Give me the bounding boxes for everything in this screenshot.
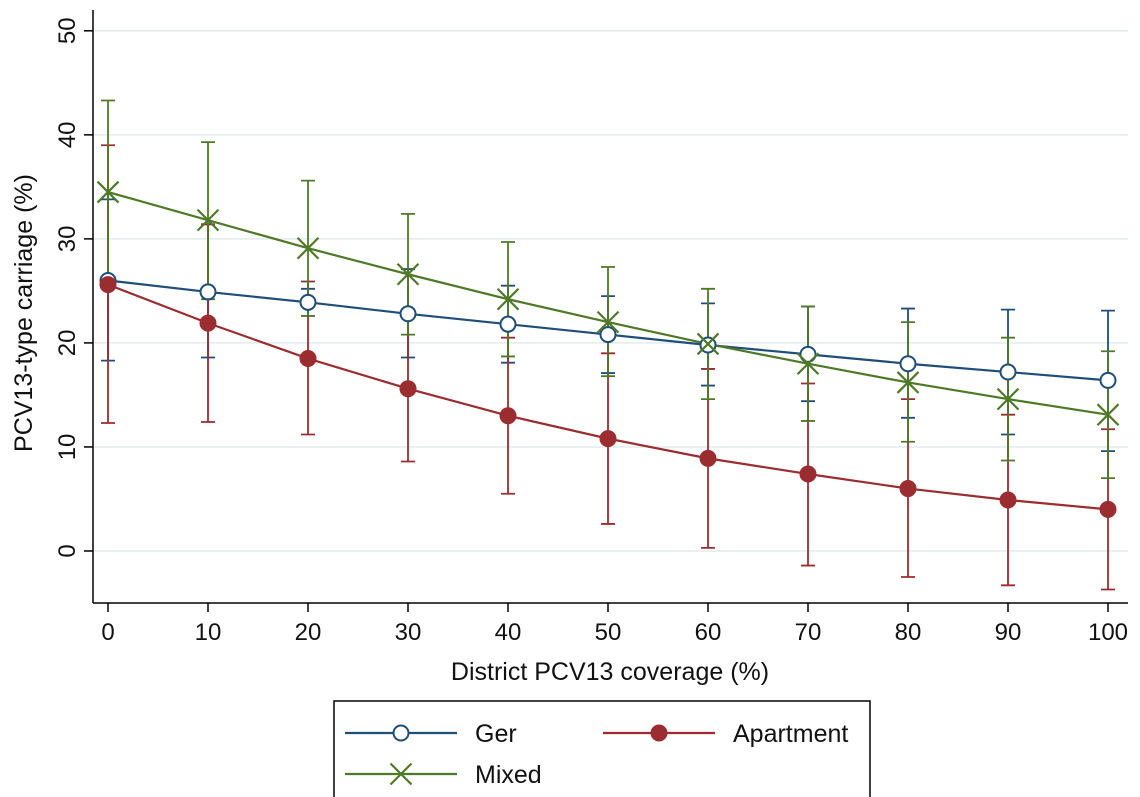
data-point-mixed: [496, 287, 520, 311]
legend-marker-apartment: [650, 724, 668, 742]
data-point-apartment: [699, 449, 717, 467]
x-tick-label: 60: [695, 619, 722, 646]
legend-box: [333, 700, 871, 797]
data-point-mixed: [596, 310, 620, 334]
legend-label-mixed: Mixed: [475, 761, 542, 789]
y-tick-label: 0: [54, 544, 81, 557]
axes: [84, 10, 1128, 612]
data-point-mixed: [796, 352, 820, 375]
data-point-mixed: [196, 208, 220, 232]
data-point-ger: [499, 315, 517, 333]
data-point-mixed: [1096, 403, 1120, 426]
y-tick-label: 40: [54, 121, 81, 148]
data-point-ger: [399, 305, 417, 323]
y-tick-label: 10: [54, 434, 81, 461]
x-tick-label: 30: [395, 619, 422, 646]
tick-labels: 0 10 20 30 40 50 0 10 20 30 40 50 60 70 80 90 100: [54, 17, 1128, 646]
y-tick-label: 30: [54, 226, 81, 253]
data-point-apartment: [499, 407, 517, 425]
legend: Ger Apartment Mixed: [333, 700, 871, 797]
data-point-mixed: [296, 236, 320, 260]
data-point-mixed: [996, 387, 1020, 411]
data-point-apartment: [299, 350, 317, 368]
data-point-apartment: [399, 380, 417, 398]
error-bars: [101, 99, 1115, 591]
data-points: [96, 180, 1120, 518]
x-tick-label: 100: [1088, 619, 1128, 646]
legend-marker-ger: [392, 724, 410, 742]
data-point-apartment: [599, 430, 617, 448]
data-point-ger: [899, 355, 917, 373]
x-tick-label: 90: [995, 619, 1022, 646]
data-point-mixed: [696, 332, 720, 356]
x-tick-label: 70: [795, 619, 822, 646]
legend-label-ger: Ger: [475, 720, 517, 748]
x-tick-label: 0: [101, 619, 114, 646]
data-point-ger: [799, 345, 817, 363]
legend-label-apartment: Apartment: [733, 720, 848, 748]
legend-marker-mixed: [389, 762, 413, 786]
data-point-ger: [999, 363, 1017, 381]
gridlines: [93, 30, 1128, 552]
data-point-apartment: [999, 491, 1017, 509]
data-point-apartment: [799, 465, 817, 483]
data-point-ger: [199, 283, 217, 301]
x-axis-title: District PCV13 coverage (%): [451, 658, 769, 686]
data-point-mixed: [396, 262, 420, 286]
data-point-ger: [299, 293, 317, 311]
data-point-mixed: [896, 371, 920, 394]
x-tick-label: 10: [195, 619, 222, 646]
data-point-apartment: [99, 276, 117, 294]
y-tick-label: 20: [54, 330, 81, 357]
data-point-mixed: [96, 180, 120, 204]
data-point-ger: [599, 326, 617, 344]
y-tick-label: 50: [54, 17, 81, 44]
data-point-ger: [1099, 371, 1117, 389]
x-tick-label: 20: [295, 619, 322, 646]
x-tick-label: 80: [895, 619, 922, 646]
data-point-apartment: [1099, 500, 1117, 518]
x-tick-label: 50: [595, 619, 622, 646]
data-point-apartment: [899, 480, 917, 498]
legend-items: [345, 724, 715, 786]
x-tick-label: 40: [495, 619, 522, 646]
y-axis-title: PCV13-type carriage (%): [10, 174, 38, 452]
data-point-apartment: [199, 314, 217, 332]
